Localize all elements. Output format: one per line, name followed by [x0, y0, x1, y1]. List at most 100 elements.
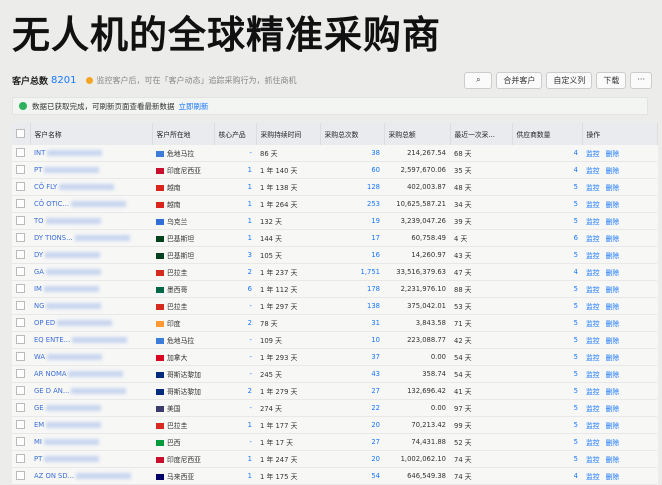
row-checkbox[interactable] [12, 382, 30, 400]
customer-name[interactable]: GE D AN... [34, 387, 70, 395]
action-link[interactable]: 监控 [586, 218, 600, 226]
location-cell: 马来西亚 [152, 467, 214, 485]
row-checkbox[interactable] [12, 178, 30, 196]
search-button[interactable]: ⌕ [464, 71, 493, 89]
customer-name[interactable]: TO [34, 217, 44, 225]
header-checkbox[interactable] [12, 123, 31, 145]
location-cell: 美国 [152, 399, 214, 417]
core-product: - [214, 331, 256, 349]
action-link[interactable]: 删除 [605, 456, 620, 464]
purchase-count: 138 [320, 297, 384, 315]
action-link[interactable]: 删除 [605, 286, 620, 294]
row-checkbox[interactable] [12, 433, 30, 451]
customer-name[interactable]: DY TIONS... [34, 234, 73, 242]
action-link[interactable]: 监控 [586, 439, 600, 447]
row-checkbox[interactable] [12, 246, 30, 264]
action-link[interactable]: 监控 [586, 473, 600, 481]
customer-name[interactable]: CÔ FLY [34, 183, 58, 191]
action-link[interactable]: 删除 [605, 354, 620, 362]
duration: 86 天 [256, 145, 320, 162]
customer-name[interactable]: IM [34, 285, 42, 293]
action-link[interactable]: 监控 [586, 252, 600, 260]
customer-name[interactable]: GE [34, 404, 44, 412]
customer-name[interactable]: AZ ON SD... [34, 472, 75, 480]
row-checkbox[interactable] [12, 365, 30, 383]
row-checkbox[interactable] [12, 450, 30, 468]
row-checkbox[interactable] [12, 195, 30, 213]
purchase-total: 14,260.97 [384, 246, 450, 264]
row-checkbox[interactable] [12, 263, 30, 281]
action-link[interactable]: 监控 [586, 405, 600, 413]
action-link[interactable]: 删除 [605, 252, 620, 260]
action-link[interactable]: 删除 [605, 473, 620, 481]
columns-button[interactable]: 自定义列 [546, 71, 593, 89]
row-checkbox[interactable] [12, 416, 30, 434]
action-link[interactable]: 监控 [586, 337, 600, 345]
customer-name[interactable]: DY [34, 251, 44, 259]
customer-name[interactable]: GA [34, 268, 44, 276]
supplier-count: 5 [512, 450, 582, 468]
action-link[interactable]: 监控 [586, 150, 600, 158]
refresh-link[interactable]: 立即刷新 [178, 101, 209, 111]
action-link[interactable]: 监控 [586, 456, 600, 464]
customer-name[interactable]: PT [34, 166, 43, 174]
action-link[interactable]: 删除 [605, 269, 620, 277]
action-link[interactable]: 删除 [605, 388, 620, 396]
row-checkbox[interactable] [12, 161, 30, 179]
row-checkbox[interactable] [12, 467, 30, 485]
merge-button[interactable]: 合并客户 [496, 71, 543, 89]
action-link[interactable]: 监控 [586, 184, 600, 192]
customer-name[interactable]: WA [34, 353, 45, 361]
action-link[interactable]: 删除 [605, 303, 620, 311]
row-checkbox[interactable] [12, 297, 30, 315]
customer-name[interactable]: OP ED [34, 319, 56, 327]
action-link[interactable]: 删除 [605, 235, 620, 243]
action-link[interactable]: 监控 [586, 354, 600, 362]
action-link[interactable]: 删除 [605, 167, 620, 175]
row-checkbox[interactable] [12, 314, 30, 332]
action-link[interactable]: 监控 [586, 269, 600, 277]
more-button[interactable]: ··· [630, 71, 652, 89]
customer-name[interactable]: EM [34, 421, 45, 429]
customer-name[interactable]: PT [34, 455, 43, 463]
customer-name[interactable]: CÔ OTIC... [34, 200, 69, 208]
action-link[interactable]: 删除 [605, 184, 620, 192]
location: 巴西 [167, 439, 181, 447]
action-link[interactable]: 监控 [586, 320, 600, 328]
row-checkbox[interactable] [12, 280, 30, 298]
row-checkbox[interactable] [12, 399, 30, 417]
action-link[interactable]: 删除 [605, 201, 620, 209]
action-link[interactable]: 删除 [605, 405, 620, 413]
customer-name[interactable]: NG [34, 302, 45, 310]
action-link[interactable]: 删除 [605, 218, 620, 226]
action-link[interactable]: 监控 [586, 235, 600, 243]
action-link[interactable]: 监控 [586, 286, 600, 294]
purchase-count: 10 [320, 331, 384, 349]
customer-name[interactable]: AR NOMA [34, 370, 67, 378]
customer-name[interactable]: MI [34, 438, 42, 446]
action-link[interactable]: 删除 [605, 320, 620, 328]
action-link[interactable]: 删除 [605, 337, 620, 345]
action-link[interactable]: 监控 [586, 303, 600, 311]
supplier-count: 4 [512, 145, 582, 162]
row-checkbox[interactable] [12, 229, 30, 247]
row-checkbox[interactable] [12, 331, 30, 349]
action-link[interactable]: 监控 [586, 422, 600, 430]
customer-name[interactable]: INT [34, 149, 46, 157]
action-link[interactable]: 监控 [586, 167, 600, 175]
action-link[interactable]: 删除 [605, 439, 620, 447]
action-link[interactable]: 监控 [586, 371, 600, 379]
customer-name-cell: OP ED [30, 314, 152, 332]
action-link[interactable]: 删除 [605, 371, 620, 379]
action-link[interactable]: 删除 [605, 150, 620, 158]
blurred-name [45, 269, 101, 275]
row-checkbox[interactable] [12, 212, 30, 230]
customer-name-cell: NG [30, 297, 152, 315]
action-link[interactable]: 监控 [586, 201, 600, 209]
row-checkbox[interactable] [12, 348, 30, 366]
action-link[interactable]: 删除 [605, 422, 620, 430]
row-checkbox[interactable] [12, 145, 30, 162]
action-link[interactable]: 监控 [586, 388, 600, 396]
customer-name[interactable]: EQ ENTE... [34, 336, 71, 344]
download-button[interactable]: 下载 [596, 71, 627, 89]
